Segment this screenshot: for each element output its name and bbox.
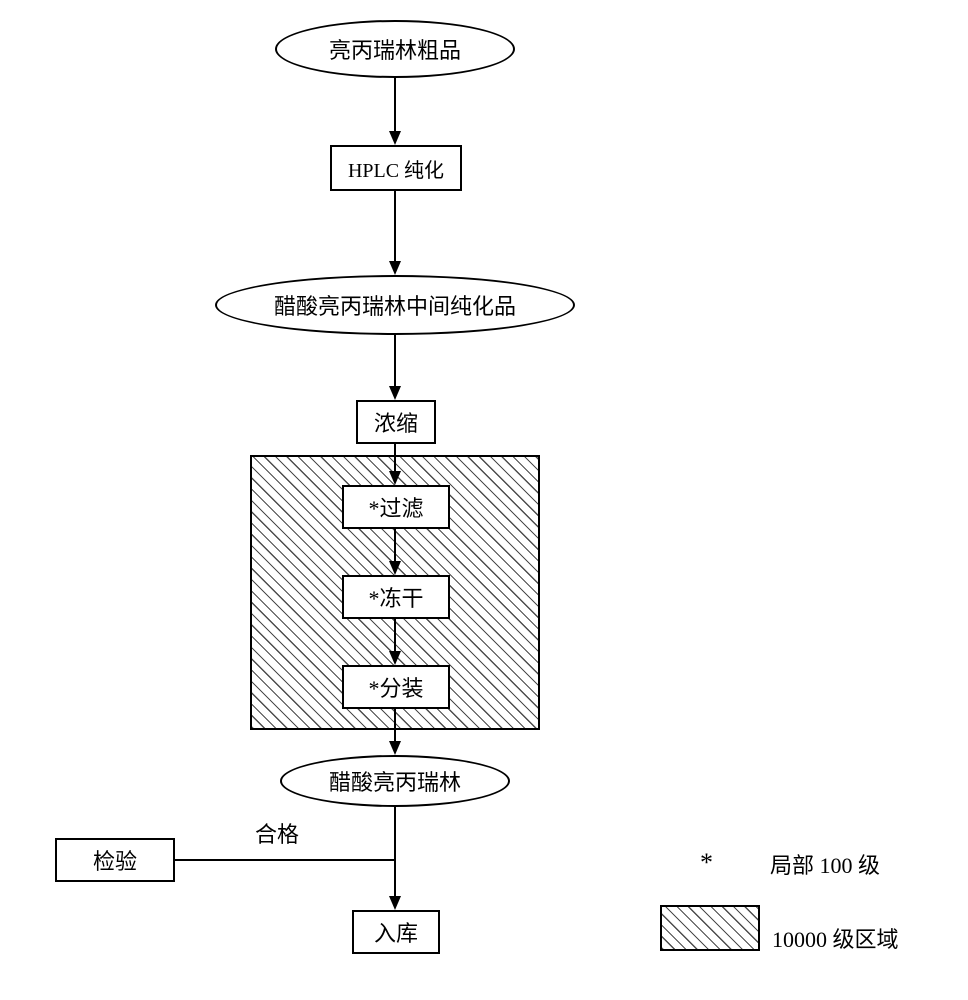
flow-node-label: 醋酸亮丙瑞林: [329, 765, 461, 797]
flow-node-n5: *过滤: [342, 485, 450, 529]
flow-node-label: *分装: [368, 671, 423, 703]
flow-node-n10: 入库: [352, 910, 440, 954]
flow-node-n8: 醋酸亮丙瑞林: [280, 755, 510, 807]
flow-node-label: 入库: [374, 916, 418, 948]
flow-node-n7: *分装: [342, 665, 450, 709]
flow-node-label: 浓缩: [374, 406, 418, 438]
flow-node-n9: 检验: [55, 838, 175, 882]
flow-node-label: 亮丙瑞林粗品: [329, 33, 461, 65]
flow-node-n4: 浓缩: [356, 400, 436, 444]
flow-node-label: HPLC 纯化: [348, 154, 444, 183]
legend-hatch-swatch: [660, 905, 760, 951]
legend-asterisk-label: 局部 100 级: [770, 848, 880, 880]
legend-asterisk-symbol: *: [700, 848, 713, 878]
flow-node-n6: *冻干: [342, 575, 450, 619]
hatch-fill: [662, 907, 758, 949]
flow-node-n2: HPLC 纯化: [330, 145, 462, 191]
flow-node-label: *过滤: [368, 491, 423, 523]
flow-node-n3: 醋酸亮丙瑞林中间纯化品: [215, 275, 575, 335]
flow-node-n1: 亮丙瑞林粗品: [275, 20, 515, 78]
legend-hatch-label: 10000 级区域: [772, 922, 899, 954]
flow-node-label: 醋酸亮丙瑞林中间纯化品: [274, 289, 516, 321]
flow-node-label: *冻干: [368, 581, 423, 613]
flow-node-label: 检验: [93, 844, 137, 876]
svg-text:合格: 合格: [255, 822, 299, 847]
